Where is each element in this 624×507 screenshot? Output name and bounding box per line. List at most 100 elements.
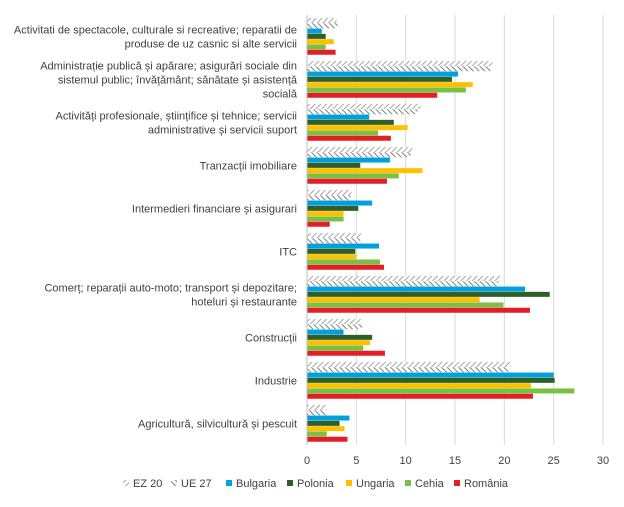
bar-ez-20	[307, 60, 493, 66]
bar-bulgaria	[307, 71, 458, 77]
axes: 0 5 10 15 20 25 30	[304, 15, 609, 467]
legend-label-ungaria: Ungaria	[356, 478, 395, 490]
bar-bulgaria	[307, 372, 554, 378]
bar-ungaria	[307, 39, 334, 45]
bar-polonia	[307, 205, 359, 211]
bar-polonia	[307, 162, 361, 168]
bar-ue-27	[307, 109, 418, 115]
bar-ez-20	[307, 232, 362, 238]
bar-bulgaria	[307, 286, 526, 292]
bar-bulgaria	[307, 157, 390, 163]
legend-label-cehia: Cehia	[415, 478, 445, 490]
bar-polonia	[307, 334, 373, 340]
legend-label-ez-20: EZ 20	[133, 478, 162, 490]
legend: EZ 20 UE 27 Bulgaria Polonia Ungaria Cehia Rom…	[123, 478, 509, 490]
bar-ue-27	[307, 367, 509, 373]
legend-swatch-bulgaria	[226, 480, 232, 486]
category-label: Comerț; reparații auto-moto; transport ș…	[44, 283, 297, 309]
bar-romania	[307, 135, 391, 141]
bar-romania	[307, 92, 438, 98]
bar-ungaria	[307, 297, 480, 303]
bar-romania	[307, 393, 533, 399]
legend-swatch-ue-27	[171, 480, 177, 486]
bar-ungaria	[307, 168, 423, 174]
bar-bulgaria	[307, 28, 322, 34]
bar-polonia	[307, 33, 326, 39]
legend-swatch-ez-20	[123, 480, 129, 486]
bar-polonia	[307, 119, 394, 125]
bar-polonia	[307, 420, 340, 426]
bar-cehia	[307, 87, 466, 93]
category-label: Industrie	[255, 376, 297, 388]
legend-swatch-ungaria	[346, 480, 352, 486]
bar-ue-27	[307, 410, 326, 416]
bar-bulgaria	[307, 329, 344, 335]
bar-ue-27	[307, 281, 499, 287]
category-label: Activitati de spectacole, culturale si r…	[14, 25, 297, 51]
bar-ez-20	[307, 275, 501, 281]
bar-ue-27	[307, 152, 411, 158]
x-tick-label: 0	[304, 455, 310, 467]
bar-romania	[307, 307, 530, 313]
bar-ez-20	[307, 189, 352, 195]
bar-ue-27	[307, 195, 351, 201]
bar-ez-20	[307, 146, 413, 152]
legend-label-polonia: Polonia	[297, 478, 335, 490]
legend-swatch-cehia	[405, 480, 411, 486]
bar-cehia	[307, 431, 327, 437]
bar-ungaria	[307, 211, 344, 217]
bar-cehia	[307, 44, 326, 50]
category-label: Agricultură, silvicultură și pescuit	[138, 419, 297, 431]
category-label: Construcții	[245, 333, 297, 345]
bar-polonia	[307, 291, 550, 297]
bar-romania	[307, 178, 387, 184]
bar-polonia	[307, 76, 453, 82]
bar-ungaria	[307, 426, 345, 432]
bar-ue-27	[307, 238, 361, 244]
x-tick-label: 30	[597, 455, 609, 467]
bar-cehia	[307, 259, 381, 265]
bar-ungaria	[307, 340, 371, 346]
category-label: Activități profesionale, științifice și …	[56, 111, 297, 137]
bar-cehia	[307, 173, 399, 179]
x-tick-label: 25	[548, 455, 560, 467]
bar-ungaria	[307, 82, 473, 88]
legend-swatch-romania	[454, 480, 460, 486]
bar-ue-27	[307, 23, 338, 29]
bar-ez-20	[307, 404, 327, 410]
bar-romania	[307, 221, 330, 227]
bar-ez-20	[307, 361, 512, 367]
bar-cehia	[307, 302, 504, 308]
bar-ez-20	[307, 103, 421, 109]
bar-ue-27	[307, 324, 363, 330]
bar-ungaria	[307, 125, 408, 131]
bar-cehia	[307, 130, 379, 136]
legend-label-romania: România	[464, 478, 509, 490]
bar-cehia	[307, 345, 364, 351]
legend-label-bulgaria: Bulgaria	[236, 478, 277, 490]
bar-ez-20	[307, 318, 362, 324]
x-tick-label: 10	[400, 455, 412, 467]
category-labels: Activitati de spectacole, culturale si r…	[14, 25, 298, 431]
bar-ez-20	[307, 17, 337, 23]
bar-ungaria	[307, 383, 531, 389]
bar-bulgaria	[307, 114, 370, 120]
bar-ungaria	[307, 254, 357, 260]
bar-polonia	[307, 248, 356, 254]
x-tick-label: 20	[498, 455, 510, 467]
category-label: Intermedieri financiare și asigurari	[132, 204, 297, 216]
bar-ue-27	[307, 66, 491, 72]
bar-romania	[307, 436, 348, 442]
x-tick-label: 15	[449, 455, 461, 467]
category-label: Tranzacții imobiliare	[200, 161, 297, 173]
bar-bulgaria	[307, 200, 373, 206]
bar-romania	[307, 350, 385, 356]
category-label: Administrație publică și apărare; asigur…	[40, 61, 298, 101]
bar-romania	[307, 264, 384, 270]
bar-bulgaria	[307, 243, 380, 249]
bar-bulgaria	[307, 415, 350, 421]
legend-swatch-polonia	[287, 480, 293, 486]
bar-cehia	[307, 216, 344, 222]
